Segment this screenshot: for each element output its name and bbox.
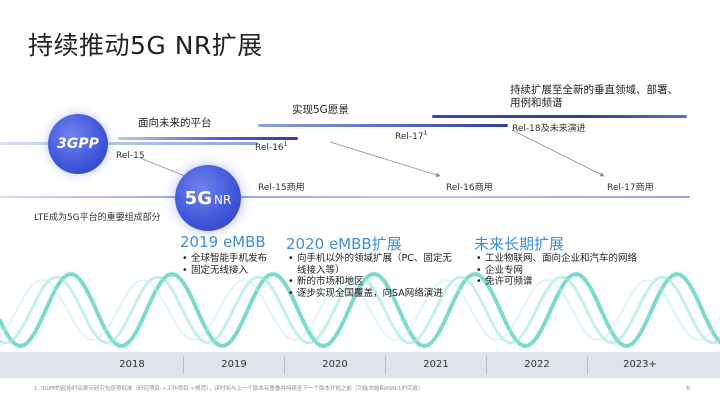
track-commercial	[0, 196, 690, 198]
year-divider	[385, 356, 386, 374]
arrow-rel16-commercial	[329, 141, 441, 178]
arrow-rel17-commercial	[511, 129, 605, 177]
list-item: 免许可频谱	[476, 276, 676, 288]
column-future-bullets: 工业物联网、面向企业和汽车的网络 企业专网 免许可频谱	[476, 253, 676, 288]
nr-logo-text: NR	[213, 192, 232, 207]
year-label: 2021	[423, 359, 449, 370]
year-label: 2022	[524, 359, 550, 370]
5g-nr-badge: 5G NR	[175, 165, 241, 231]
label-rel17: Rel-171	[395, 130, 428, 142]
year-label: 2019	[221, 359, 247, 370]
list-item: 固定无线接入	[182, 265, 277, 277]
page-title: 持续推动5G NR扩展	[28, 31, 263, 60]
year-label: 2023+	[623, 359, 657, 370]
track-rel16	[118, 137, 298, 140]
year-bar: 2018 2019 2020 2021 2022 2023+	[0, 352, 720, 378]
list-item: 逐步实现全国覆盖，向SA网络演进	[288, 288, 458, 300]
3gpp-logo-text: 3GPP	[57, 136, 99, 152]
list-item: 企业专网	[476, 265, 676, 277]
list-item: 全球智能手机发布	[182, 253, 277, 265]
3gpp-badge: 3GPP	[48, 114, 108, 174]
column-future-title: 未来长期扩展	[474, 235, 565, 253]
year-label: 2018	[119, 359, 145, 370]
label-rel16: Rel-161	[255, 141, 288, 153]
list-item: 向手机以外的领域扩展（PC、固定无线接入等）	[288, 253, 458, 276]
label-rel15: Rel-15	[116, 151, 145, 161]
5g-nr-logo: 5G NR	[185, 188, 232, 209]
year-divider	[486, 356, 487, 374]
label-rel15-commercial: Rel-15商用	[258, 183, 305, 193]
5g-logo-text: 5G	[184, 187, 212, 209]
page-number: 6	[686, 384, 691, 392]
lte-note: LTE成为5G平台的重要组成部分	[34, 213, 161, 223]
list-item: 新的市场和地区	[288, 276, 458, 288]
label-rel16-commercial: Rel-16商用	[446, 183, 493, 193]
year-label: 2020	[322, 359, 348, 370]
year-divider	[183, 356, 184, 374]
footnote: 1. 3GPP的起始时间表示研究包获得批准（研究项目->工作项目->规范），该时…	[34, 386, 424, 392]
column-2019-bullets: 全球智能手机发布 固定无线接入	[182, 253, 277, 276]
year-divider	[587, 356, 588, 374]
year-divider	[284, 356, 285, 374]
column-2020-title: 2020 eMBB扩展	[286, 235, 402, 253]
track-rel18	[432, 115, 687, 118]
label-rel18: Rel-18及未来演进	[512, 124, 586, 134]
column-2019-title: 2019 eMBB	[180, 233, 266, 251]
milestone-vision: 实现5G愿景	[292, 104, 349, 116]
list-item: 工业物联网、面向企业和汽车的网络	[476, 253, 676, 265]
milestone-platform: 面向未来的平台	[138, 117, 212, 129]
column-2020-bullets: 向手机以外的领域扩展（PC、固定无线接入等） 新的市场和地区 逐步实现全国覆盖，…	[288, 253, 458, 299]
track-rel17	[258, 124, 508, 127]
milestone-expand: 持续扩展至全新的垂直领域、部署、用例和频谱	[510, 84, 678, 109]
label-rel17-commercial: Rel-17商用	[607, 183, 654, 193]
track-rel15	[0, 142, 258, 145]
